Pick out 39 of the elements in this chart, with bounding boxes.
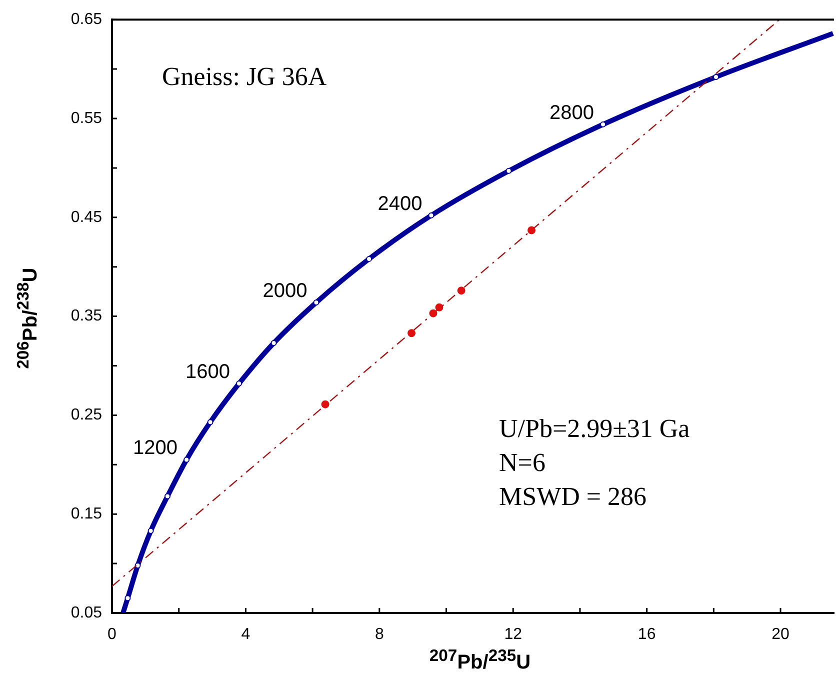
x-tick-label: 0 [108, 626, 117, 644]
point [184, 456, 190, 463]
y-tick-label: 0.65 [70, 11, 102, 28]
point [236, 380, 242, 387]
x-axis-title: $^{207}$Pb/$^{235}$U [428, 646, 532, 675]
y-tick-label: 0.55 [70, 110, 102, 127]
x-tick-label: 8 [374, 626, 384, 644]
point [148, 528, 154, 534]
annotation: 2400 [378, 192, 422, 215]
point [270, 340, 277, 346]
point [407, 329, 416, 338]
point [164, 493, 170, 500]
annotation: 1200 [133, 437, 178, 460]
point [506, 168, 512, 174]
point [527, 226, 536, 234]
point [435, 303, 444, 312]
annotation: 1600 [186, 361, 230, 384]
annotation: U/Pb=2.99±31 Ga [499, 413, 690, 445]
y-tick-label: 0.05 [70, 604, 102, 622]
point [366, 256, 372, 262]
x-tick-label: 20 [772, 626, 790, 644]
y-tick-label: 0.45 [70, 208, 102, 226]
x-tick-label: 12 [504, 626, 522, 644]
y-tick-label: 0.25 [70, 406, 102, 424]
annotation: MSWD = 286 [499, 481, 648, 513]
annotation: 2000 [262, 280, 308, 302]
annotation: Gneiss: JG 36A [162, 62, 327, 92]
y-tick-label: 0.15 [70, 506, 102, 523]
point [313, 299, 320, 306]
point [207, 419, 214, 426]
annotation: 2800 [550, 102, 594, 124]
x-tick-label: 4 [241, 626, 250, 644]
point [321, 400, 330, 408]
y-tick-label: 0.35 [70, 308, 102, 325]
point [457, 286, 466, 295]
annotation: N=6 [499, 447, 546, 479]
point [428, 212, 434, 218]
x-tick-label: 16 [638, 626, 656, 644]
point [429, 309, 438, 318]
